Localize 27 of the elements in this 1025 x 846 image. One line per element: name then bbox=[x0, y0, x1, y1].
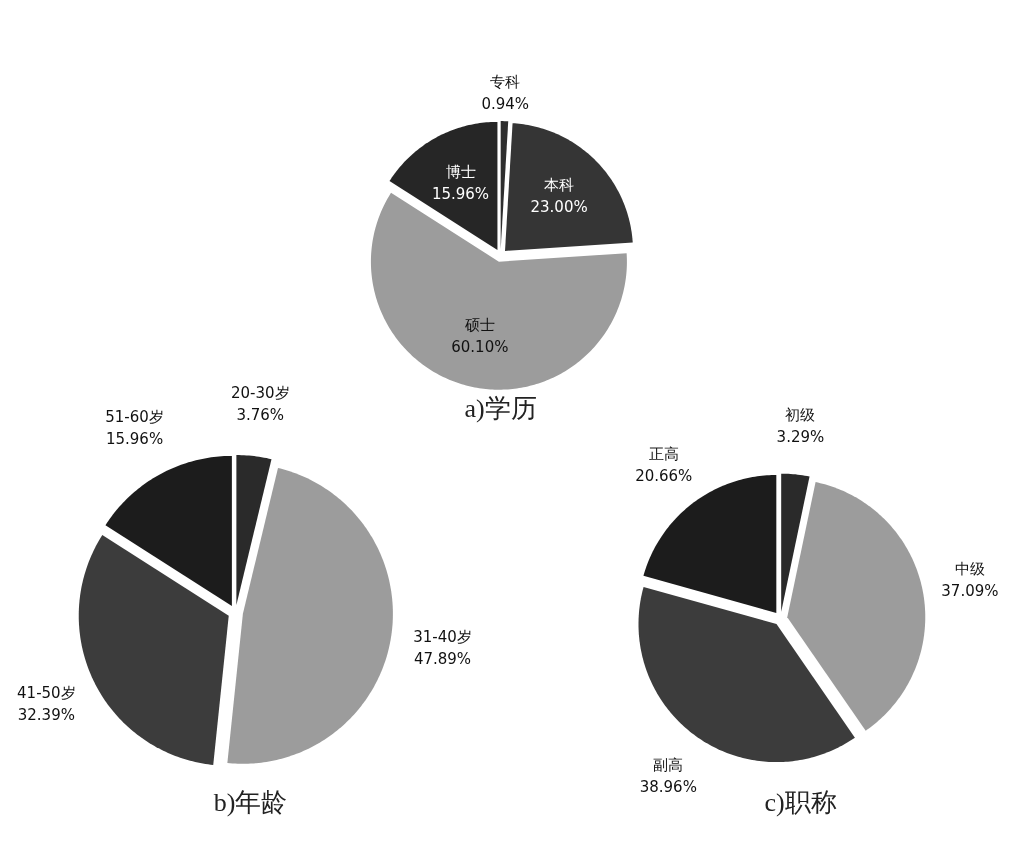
slice-label: 31-40岁 bbox=[413, 628, 472, 647]
slice-label: 中级 bbox=[954, 560, 985, 579]
slice-label: 博士 bbox=[445, 162, 476, 181]
data-label: 60.10% bbox=[451, 338, 509, 357]
data-label: 38.96% bbox=[639, 777, 697, 796]
slice-label: 硕士 bbox=[463, 316, 495, 335]
slice-label: 副高 bbox=[653, 755, 684, 774]
data-label: 37.09% bbox=[941, 582, 999, 601]
slice-label: 51-60岁 bbox=[105, 408, 164, 427]
data-label: 47.89% bbox=[413, 650, 472, 669]
data-label: 23.00% bbox=[530, 198, 588, 217]
slice-label: 41-50岁 bbox=[17, 683, 76, 702]
data-label: 0.94% bbox=[481, 95, 530, 114]
data-label: 20.66% bbox=[635, 466, 693, 485]
slice-label: 本科 bbox=[544, 176, 575, 195]
slice-label: 20-30岁 bbox=[230, 383, 290, 402]
text: a)学历 bbox=[464, 394, 537, 423]
data-label: 15.96% bbox=[431, 184, 490, 203]
text: c)职称 bbox=[764, 788, 837, 817]
data-label: 3.76% bbox=[236, 405, 285, 424]
slice-label: 初级 bbox=[785, 406, 816, 425]
data-label: 3.29% bbox=[776, 428, 825, 447]
data-label: 15.96% bbox=[105, 430, 164, 449]
data-label: 32.39% bbox=[17, 705, 75, 724]
slice-label: 专科 bbox=[490, 73, 521, 92]
text: b)年龄 bbox=[213, 788, 288, 817]
slice-label: 正高 bbox=[648, 444, 679, 463]
